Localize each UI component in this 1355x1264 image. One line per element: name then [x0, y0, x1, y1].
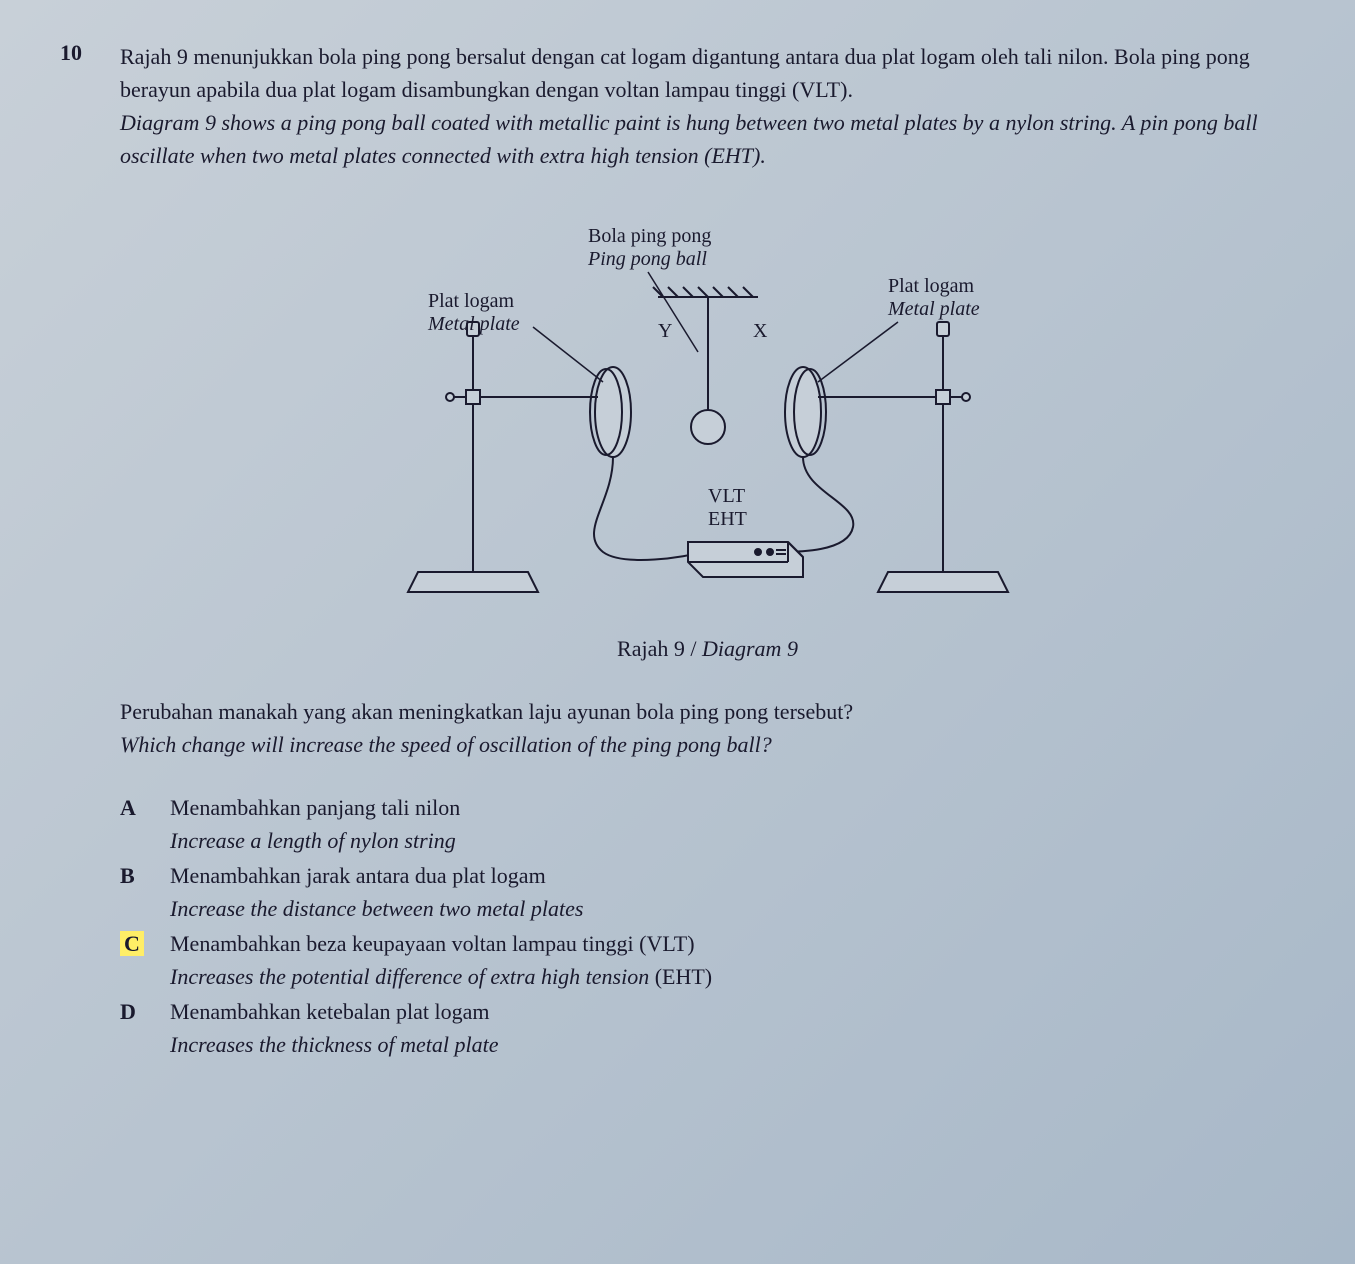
option-b: B Menambahkan jarak antara dua plat loga…	[120, 859, 1295, 925]
option-a-en: Increase a length of nylon string	[170, 824, 1295, 857]
label-plate-left-ms: Plat logam	[428, 290, 515, 312]
question-body: Rajah 9 menunjukkan bola ping pong bersa…	[120, 40, 1295, 1063]
option-text-d: Menambahkan ketebalan plat logam Increas…	[170, 995, 1295, 1061]
caption-ms: Rajah 9	[617, 636, 685, 661]
question-block: 10 Rajah 9 menunjukkan bola ping pong be…	[60, 40, 1295, 1063]
option-letter-d: D	[120, 995, 150, 1061]
label-x: X	[753, 320, 768, 342]
followup-block: Perubahan manakah yang akan meningkatkan…	[120, 695, 1295, 761]
label-eht: EHT	[708, 508, 747, 530]
label-plate-right-ms: Plat logam	[888, 275, 975, 297]
question-number: 10	[60, 40, 100, 1063]
option-letter-b: B	[120, 859, 150, 925]
caption-en: Diagram 9	[702, 636, 798, 661]
option-c: C Menambahkan beza keupayaan voltan lamp…	[120, 927, 1295, 993]
option-c-en: Increases the potential difference of ex…	[170, 960, 1295, 993]
option-letter-c: C	[120, 927, 150, 993]
followup-en: Which change will increase the speed of …	[120, 728, 1295, 761]
option-c-ms: Menambahkan beza keupayaan voltan lampau…	[170, 927, 1295, 960]
label-y: Y	[658, 320, 672, 342]
diagram-svg: Bola ping pong Ping pong ball Plat logam…	[358, 202, 1058, 622]
question-text-en: Diagram 9 shows a ping pong ball coated …	[120, 106, 1295, 172]
label-ball-ms: Bola ping pong	[588, 225, 711, 247]
option-a: A Menambahkan panjang tali nilon Increas…	[120, 791, 1295, 857]
question-text-ms: Rajah 9 menunjukkan bola ping pong bersa…	[120, 40, 1295, 106]
label-ball-en: Ping pong ball	[587, 248, 707, 270]
option-d-en: Increases the thickness of metal plate	[170, 1028, 1295, 1061]
caption-sep: /	[685, 636, 702, 661]
option-b-ms: Menambahkan jarak antara dua plat logam	[170, 859, 1295, 892]
option-a-ms: Menambahkan panjang tali nilon	[170, 791, 1295, 824]
option-text-c: Menambahkan beza keupayaan voltan lampau…	[170, 927, 1295, 993]
option-d-ms: Menambahkan ketebalan plat logam	[170, 995, 1295, 1028]
options-block: A Menambahkan panjang tali nilon Increas…	[120, 791, 1295, 1061]
option-text-b: Menambahkan jarak antara dua plat logam …	[170, 859, 1295, 925]
diagram-caption: Rajah 9 / Diagram 9	[120, 632, 1295, 665]
label-plate-left-en: Metal plate	[427, 313, 520, 335]
label-vlt: VLT	[708, 485, 745, 507]
label-plate-right-en: Metal plate	[887, 298, 980, 320]
option-text-a: Menambahkan panjang tali nilon Increase …	[170, 791, 1295, 857]
option-b-en: Increase the distance between two metal …	[170, 892, 1295, 925]
diagram-container: Bola ping pong Ping pong ball Plat logam…	[120, 202, 1295, 622]
option-d: D Menambahkan ketebalan plat logam Incre…	[120, 995, 1295, 1061]
option-letter-a: A	[120, 791, 150, 857]
followup-ms: Perubahan manakah yang akan meningkatkan…	[120, 695, 1295, 728]
